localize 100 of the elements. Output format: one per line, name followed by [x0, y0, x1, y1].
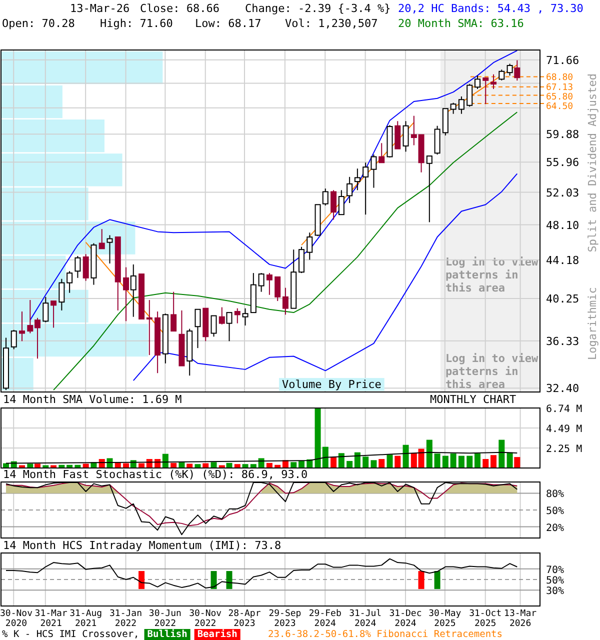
text: MONTHLY CHART — [430, 393, 516, 406]
bar — [514, 457, 520, 468]
candlestick — [210, 315, 217, 338]
text: 20 Month SMA: 63.16 — [398, 17, 524, 30]
candlestick — [170, 291, 177, 332]
bar — [466, 456, 473, 468]
x-tick-label: 30-Jun 2022 — [148, 609, 182, 629]
y-axis-title: Split and Dividend Adjusted — [586, 73, 599, 252]
bar — [19, 465, 26, 468]
x-tick-label: 31-Jul 2024 — [349, 609, 382, 629]
bar — [210, 462, 217, 468]
chart-title: 14 Month Fast Stochastic (%K) (%D): 86.9, 93.0 — [3, 468, 308, 481]
candlestick — [474, 75, 480, 90]
x-tick-label: 29-Sep 2023 — [268, 609, 302, 629]
text: Logarithmic — [586, 287, 599, 360]
candlestick — [306, 232, 313, 260]
candlestick — [218, 306, 225, 325]
bar — [490, 455, 497, 468]
text: Vol: 1,230,507 — [285, 17, 378, 30]
x-tick-label: 31-Dec 2024 — [389, 609, 422, 629]
candlestick — [338, 190, 344, 216]
y-tick-label: 32.40 — [546, 382, 580, 396]
candlestick — [19, 310, 26, 342]
y-tick-label: 6.74 M — [546, 404, 582, 415]
text: Low: 68.17 — [195, 17, 262, 30]
y-tick-label: 59.88 — [546, 128, 580, 142]
y-tick-label: 80% — [546, 489, 564, 500]
bar — [474, 453, 480, 468]
bar — [498, 440, 505, 468]
y-tick-label: 36.33 — [546, 334, 580, 348]
x-tick-label: 28-Apr 2023 — [228, 609, 262, 629]
x-tick-label: 13-Mar 2026 — [504, 609, 538, 629]
text: Bearish — [197, 629, 238, 640]
y-tick-label: 2.25 M — [546, 444, 582, 455]
candlestick — [514, 60, 520, 82]
y-tick-label: 50% — [546, 506, 564, 517]
line-series — [5, 452, 518, 464]
candlestick — [458, 96, 464, 114]
bar — [338, 453, 344, 468]
candlestick — [234, 308, 240, 324]
candlestick — [258, 272, 264, 292]
y-tick-label: 55.96 — [546, 156, 580, 170]
candlestick — [282, 287, 288, 316]
candlestick — [74, 256, 81, 278]
ref-line-label: 65.80 — [546, 92, 574, 102]
bar — [186, 464, 193, 468]
candlestick — [434, 125, 440, 156]
chart-title: 14 Month HCS Intraday Momentum (IMI): 73.8 — [3, 539, 282, 552]
candlestick — [130, 264, 136, 318]
bar — [450, 453, 456, 468]
candlestick — [194, 308, 201, 349]
ref-line-label: 68.80 — [546, 72, 574, 83]
ref-line-label: 64.50 — [546, 102, 574, 112]
candlestick — [402, 120, 409, 152]
y-tick-label: 70% — [546, 564, 564, 576]
candlestick — [370, 154, 377, 188]
candlestick — [146, 299, 152, 356]
bar — [378, 459, 385, 468]
candlestick — [362, 162, 369, 216]
text: Change: -2.39 {-3.4 %} — [245, 2, 391, 15]
candlestick — [10, 329, 17, 350]
candlestick — [42, 296, 49, 323]
y-tick-label: 20% — [546, 522, 564, 534]
bar — [42, 465, 49, 468]
text: 20,2 HC Bands: 54.43 , 73.30 — [398, 2, 584, 15]
x-tick-label: 30-May 2025 — [428, 609, 462, 629]
line-series — [5, 558, 518, 588]
x-tick-label: 29-Feb 2024 — [308, 609, 342, 629]
annotation: Volume By Price — [282, 378, 382, 391]
bar — [442, 456, 448, 468]
bar — [290, 462, 297, 468]
candlestick — [394, 120, 401, 150]
bar — [370, 460, 377, 468]
bar — [482, 459, 489, 468]
bar — [458, 456, 464, 468]
candlestick — [82, 254, 89, 282]
candlestick — [58, 278, 65, 311]
candlestick — [490, 74, 497, 90]
bar — [362, 456, 369, 468]
candlestick — [226, 312, 232, 342]
candlestick — [50, 300, 57, 328]
bar — [298, 460, 304, 468]
y-tick-label: 30% — [546, 586, 564, 598]
bar — [27, 464, 34, 468]
legend-title: % K - HCS IMI Crossover, — [2, 629, 140, 640]
candlestick — [466, 84, 473, 108]
x-tick-label: 31-Oct 2025 — [469, 609, 502, 629]
annotation: Log in to view patterns in this area — [445, 352, 539, 391]
text: Close: 68.66 — [140, 2, 220, 15]
bar — [346, 460, 353, 468]
candlestick — [426, 156, 432, 223]
candlestick — [298, 246, 304, 274]
text: 23.6-38.2-50-61.8% Fibonacci Retracements — [268, 629, 502, 640]
bar — [506, 452, 513, 468]
bar — [394, 456, 401, 468]
y-tick-label: 48.10 — [546, 218, 580, 232]
x-tick-label: 30-Nov 2022 — [189, 609, 222, 629]
candlestick — [378, 142, 385, 164]
chart-title: 13-Mar-26 — [70, 2, 130, 15]
candlestick — [66, 270, 73, 294]
